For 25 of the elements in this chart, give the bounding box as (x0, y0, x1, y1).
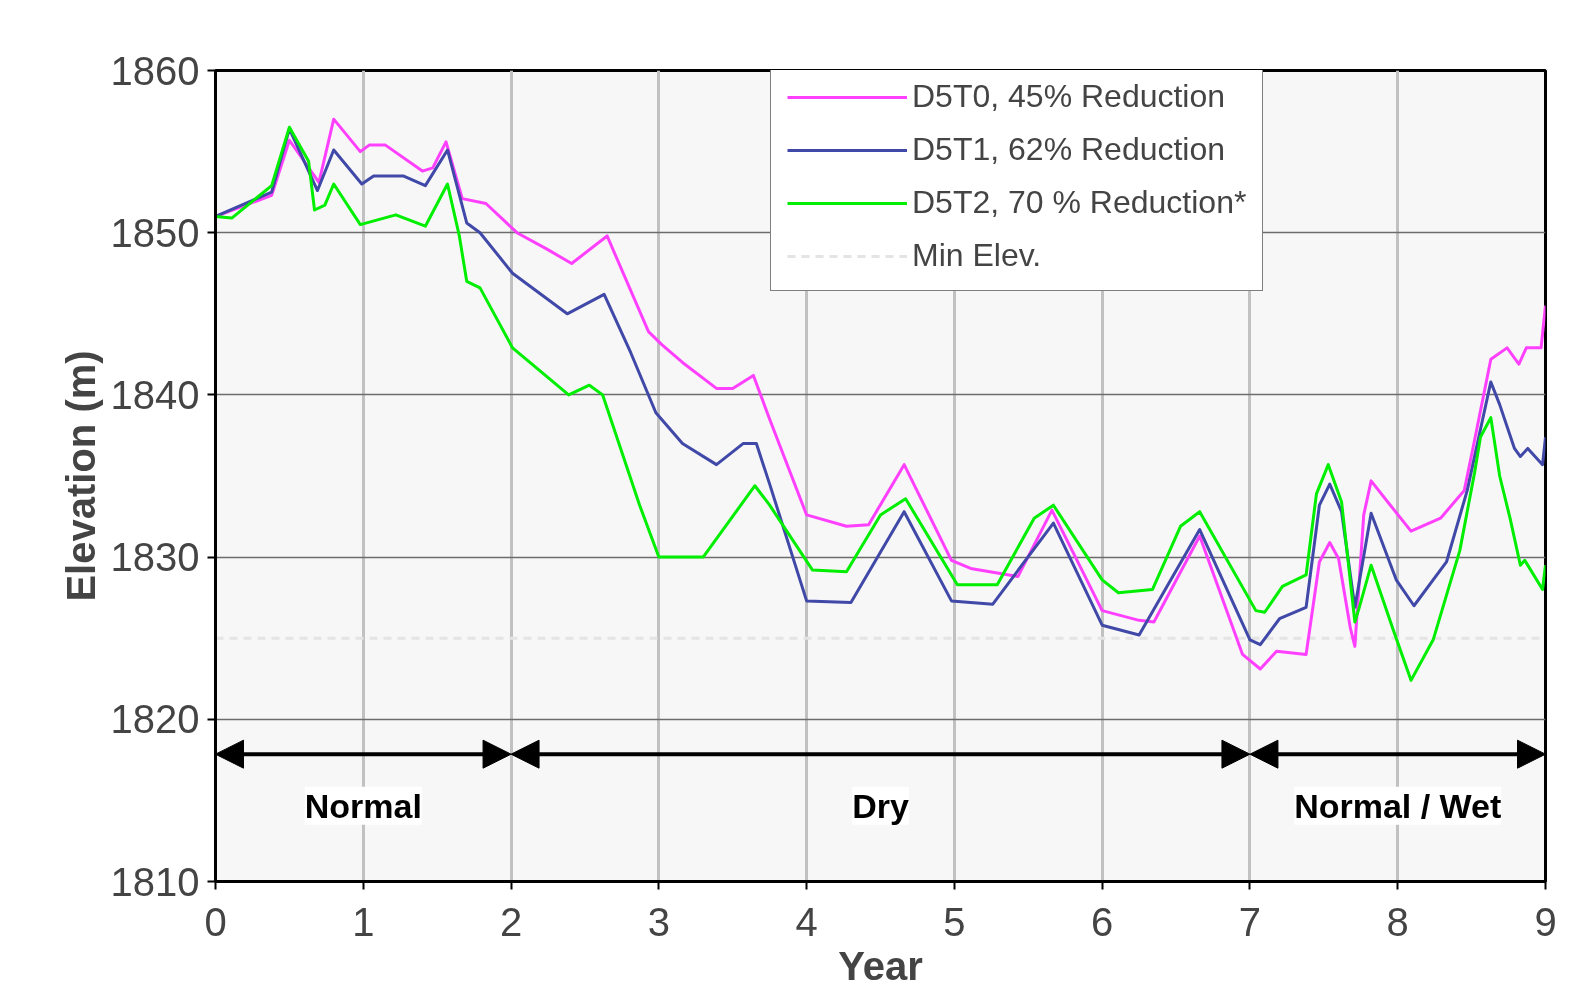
band-label: Normal / Wet (1294, 786, 1502, 825)
x-tick-label: 1 (352, 899, 375, 944)
x-tick-label: 4 (795, 899, 818, 944)
y-tick-label: 1820 (110, 697, 200, 742)
x-tick-label: 3 (647, 899, 670, 944)
x-tick-label: 6 (1091, 899, 1114, 944)
legend-label: D5T2, 70 % Reduction* (912, 184, 1247, 221)
y-tick-label: 1860 (110, 48, 200, 93)
x-tick-label: 2 (499, 899, 523, 944)
x-tick-label: 8 (1386, 899, 1409, 944)
x-tick-label: 7 (1238, 899, 1262, 944)
band-label: Dry (852, 786, 909, 825)
band-label: Normal (304, 786, 422, 825)
legend-label: D5T0, 45% Reduction (912, 78, 1226, 115)
y-tick-label: 1830 (110, 535, 200, 580)
y-tick-label: 1850 (110, 210, 200, 255)
y-axis-title: Elevation (m) (58, 350, 103, 602)
x-tick-label: 9 (1534, 899, 1557, 944)
x-tick-label: 5 (943, 899, 966, 944)
x-tick-label: 0 (204, 899, 227, 944)
legend-label: D5T1, 62% Reduction (912, 131, 1226, 168)
x-axis-title: Year (838, 943, 923, 988)
y-tick-label: 1840 (110, 372, 200, 417)
y-tick-label: 1810 (110, 859, 200, 904)
legend-label: Min Elev. (912, 237, 1042, 274)
